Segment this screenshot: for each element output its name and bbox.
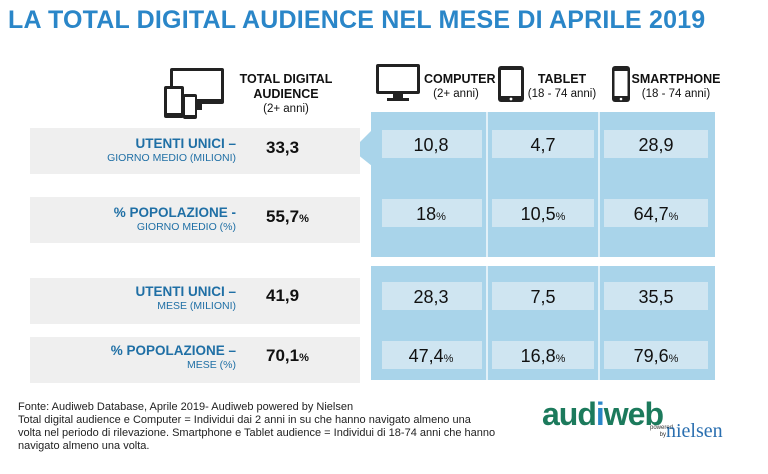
value-pct: % bbox=[668, 211, 679, 223]
value-pct: % bbox=[555, 211, 566, 223]
row-label-main: % POPOLAZIONE - bbox=[113, 205, 236, 220]
header-total-line3: (2+ anni) bbox=[263, 103, 309, 115]
cell-bg bbox=[604, 199, 708, 227]
total-number: 33,3 bbox=[266, 138, 300, 157]
multi-device-icon bbox=[164, 68, 224, 119]
value-number: 35,5 bbox=[638, 287, 674, 307]
header-computer-line2: (2+ anni) bbox=[433, 88, 479, 100]
value-number: 28,3 bbox=[413, 287, 449, 307]
header-total-line2: AUDIENCE bbox=[253, 87, 319, 101]
total-value: 70,1% bbox=[266, 346, 309, 366]
tablet-value: 16,8% bbox=[488, 346, 598, 367]
total-pct: % bbox=[299, 213, 309, 225]
header-computer: COMPUTER (2+ anni) bbox=[424, 72, 496, 102]
header-total-line1: TOTAL DIGITAL bbox=[239, 72, 333, 86]
value-pct: % bbox=[443, 353, 454, 365]
section-divider bbox=[30, 257, 715, 266]
cell-bg bbox=[492, 130, 594, 158]
cell-bg bbox=[604, 282, 708, 310]
monitor-icon bbox=[376, 64, 420, 101]
value-pct: % bbox=[555, 353, 566, 365]
tablet-value: 10,5% bbox=[488, 204, 598, 225]
row-bg bbox=[30, 197, 360, 243]
smartphone-value: 28,9 bbox=[601, 135, 711, 156]
header-total: TOTAL DIGITAL AUDIENCE (2+ anni) bbox=[236, 72, 336, 117]
cell-bg bbox=[492, 282, 594, 310]
value-number: 28,9 bbox=[638, 135, 674, 155]
tablet-value: 7,5 bbox=[488, 287, 598, 308]
smartphone-value: 79,6% bbox=[601, 346, 711, 367]
smartphone-value: 35,5 bbox=[601, 287, 711, 308]
header-smartphone: SMARTPHONE (18 - 74 anni) bbox=[630, 72, 722, 102]
row-label: UTENTI UNICI – GIORNO MEDIO (MILIONI) bbox=[60, 136, 236, 165]
value-pct: % bbox=[668, 353, 679, 365]
value-number: 10,5 bbox=[520, 204, 556, 224]
row-bg bbox=[30, 278, 360, 324]
column-divider bbox=[598, 112, 600, 380]
cell-bg bbox=[604, 341, 708, 369]
footnote-source: Fonte: Audiweb Database, Aprile 2019- Au… bbox=[18, 401, 354, 413]
computer-value: 10,8 bbox=[376, 135, 486, 156]
cell-bg bbox=[382, 199, 482, 227]
row-bg bbox=[30, 337, 360, 383]
row-label-sub: GIORNO MEDIO (%) bbox=[136, 221, 236, 233]
page-title: LA TOTAL DIGITAL AUDIENCE NEL MESE DI AP… bbox=[8, 6, 706, 34]
header-tablet: TABLET (18 - 74 anni) bbox=[526, 72, 598, 102]
cell-bg bbox=[382, 282, 482, 310]
header-tablet-line1: TABLET bbox=[537, 72, 587, 86]
value-number: 79,6 bbox=[633, 346, 669, 366]
cell-bg bbox=[492, 341, 594, 369]
logo-text-b: i bbox=[595, 396, 605, 432]
row-label: % POPOLAZIONE – MESE (%) bbox=[60, 343, 236, 372]
value-number: 7,5 bbox=[530, 287, 556, 307]
row-label-sub: GIORNO MEDIO (MILIONI) bbox=[107, 152, 236, 164]
audiweb-logo: audiweb bbox=[542, 396, 664, 433]
row-label: UTENTI UNICI – MESE (MILIONI) bbox=[60, 284, 236, 313]
row-label-sub: MESE (%) bbox=[186, 359, 236, 371]
row-label-main: UTENTI UNICI – bbox=[135, 284, 236, 299]
computer-value: 47,4% bbox=[376, 346, 486, 367]
total-value: 55,7% bbox=[266, 207, 309, 227]
row-label-main: UTENTI UNICI – bbox=[135, 136, 236, 151]
header-computer-line1: COMPUTER bbox=[424, 72, 496, 86]
logo-text-c: web bbox=[603, 396, 664, 432]
tablet-value: 4,7 bbox=[488, 135, 598, 156]
cell-bg bbox=[492, 199, 594, 227]
smartphone-value: 64,7% bbox=[601, 204, 711, 225]
footnote-definition: Total digital audience e Computer = Indi… bbox=[18, 414, 496, 452]
cell-bg bbox=[382, 130, 482, 158]
total-number: 41,9 bbox=[266, 286, 300, 305]
total-number: 70,1 bbox=[266, 346, 300, 365]
computer-value: 28,3 bbox=[376, 287, 486, 308]
row-bg bbox=[30, 128, 360, 174]
total-pct: % bbox=[299, 352, 309, 364]
logo-text-a: aud bbox=[542, 396, 597, 432]
value-pct: % bbox=[436, 211, 446, 223]
footnote: Fonte: Audiweb Database, Aprile 2019- Au… bbox=[18, 401, 528, 453]
powered-by-label: powered by bbox=[650, 425, 674, 438]
row-label-sub: MESE (MILIONI) bbox=[157, 300, 236, 312]
value-number: 18 bbox=[416, 204, 437, 224]
total-value: 33,3 bbox=[266, 138, 299, 158]
header-smartphone-line1: SMARTPHONE bbox=[631, 72, 721, 86]
cell-bg bbox=[604, 130, 708, 158]
value-number: 10,8 bbox=[413, 135, 449, 155]
header-smartphone-line2: (18 - 74 anni) bbox=[641, 88, 711, 100]
value-number: 16,8 bbox=[520, 346, 556, 366]
total-number: 55,7 bbox=[266, 207, 300, 226]
row-label-main: % POPOLAZIONE – bbox=[110, 343, 236, 358]
value-number: 4,7 bbox=[530, 135, 556, 155]
tablet-icon bbox=[498, 66, 524, 102]
row-label: % POPOLAZIONE - GIORNO MEDIO (%) bbox=[60, 205, 236, 234]
column-divider bbox=[486, 112, 488, 380]
smartphone-icon bbox=[612, 66, 630, 102]
cell-bg bbox=[382, 341, 482, 369]
value-number: 47,4 bbox=[408, 346, 444, 366]
nielsen-logo: nielsen bbox=[666, 420, 723, 442]
value-number: 64,7 bbox=[633, 204, 669, 224]
total-value: 41,9 bbox=[266, 286, 299, 306]
panel-pointer bbox=[352, 130, 372, 166]
computer-value: 18% bbox=[376, 204, 486, 225]
header-tablet-line2: (18 - 74 anni) bbox=[527, 88, 597, 100]
